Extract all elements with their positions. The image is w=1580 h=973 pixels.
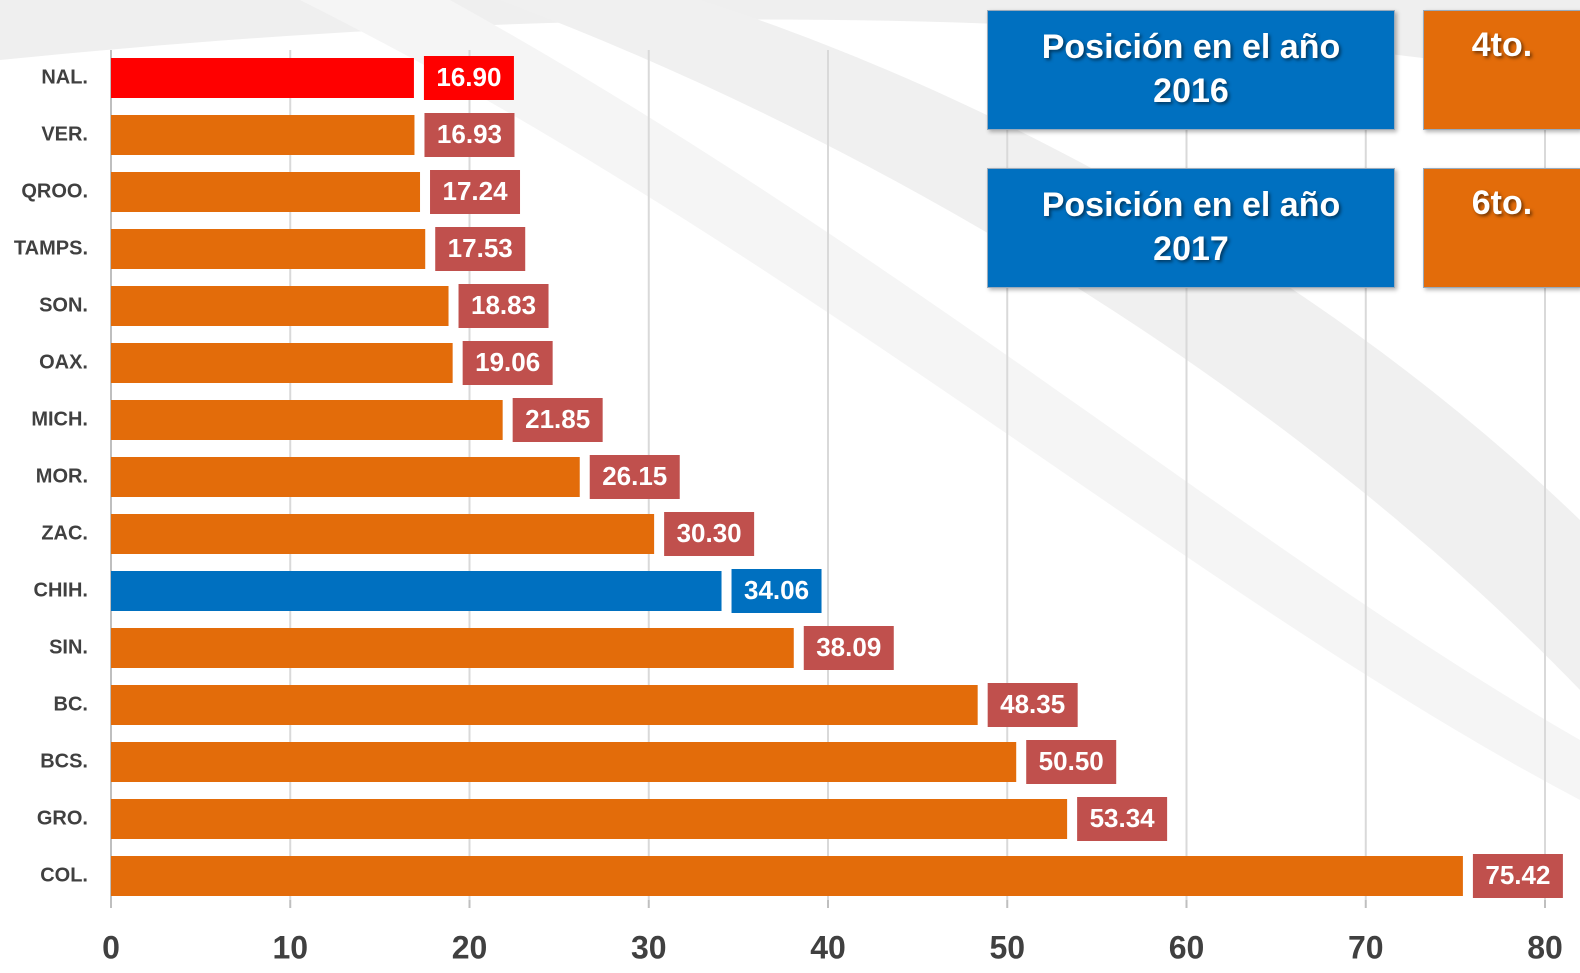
value-label: 50.50 bbox=[1039, 746, 1104, 776]
y-tick-label: MICH. bbox=[31, 408, 88, 430]
bar bbox=[111, 229, 426, 269]
position-rank: 4to. bbox=[1423, 10, 1580, 130]
background-swoosh bbox=[500, 0, 1580, 690]
y-tick-label: VER. bbox=[41, 123, 88, 145]
y-tick-label: NAL. bbox=[41, 66, 88, 88]
bar bbox=[111, 115, 415, 155]
y-tick-label: BC. bbox=[54, 693, 88, 715]
value-label: 38.09 bbox=[816, 632, 881, 662]
bar bbox=[111, 343, 453, 383]
value-label: 17.53 bbox=[448, 233, 513, 263]
y-tick-label: SON. bbox=[39, 294, 88, 316]
value-label-box bbox=[1077, 797, 1168, 841]
position-label: Posición en el año 2016 bbox=[987, 10, 1395, 130]
bar bbox=[111, 799, 1068, 839]
value-label-box bbox=[435, 227, 526, 271]
y-tick-label: BCS. bbox=[40, 750, 88, 772]
value-label: 34.06 bbox=[744, 575, 809, 605]
x-tick-label: 40 bbox=[810, 929, 846, 965]
y-tick-label: GRO. bbox=[37, 807, 88, 829]
y-tick-label: OAX. bbox=[39, 351, 88, 373]
bar bbox=[111, 58, 414, 98]
value-label-box bbox=[458, 284, 549, 328]
value-label: 53.34 bbox=[1090, 803, 1156, 833]
x-tick-label: 0 bbox=[102, 929, 120, 965]
value-label-box bbox=[731, 569, 822, 613]
value-label: 48.35 bbox=[1000, 689, 1065, 719]
y-tick-label: TAMPS. bbox=[14, 237, 88, 259]
value-label: 75.42 bbox=[1485, 860, 1550, 890]
y-tick-label: COL. bbox=[40, 864, 88, 886]
value-label-box bbox=[664, 512, 755, 556]
bar bbox=[111, 856, 1463, 896]
value-label-box bbox=[1472, 854, 1563, 898]
bar bbox=[111, 172, 421, 212]
value-label: 18.83 bbox=[471, 290, 536, 320]
value-label: 16.93 bbox=[437, 119, 502, 149]
value-label: 16.90 bbox=[436, 62, 501, 92]
x-tick-label: 10 bbox=[272, 929, 308, 965]
y-tick-label: CHIH. bbox=[34, 579, 88, 601]
bar bbox=[111, 742, 1017, 782]
x-tick-label: 60 bbox=[1169, 929, 1205, 965]
value-label-box bbox=[1026, 740, 1117, 784]
value-label-box bbox=[424, 113, 515, 157]
value-label-box bbox=[423, 56, 514, 100]
bar bbox=[111, 514, 655, 554]
bar bbox=[111, 685, 978, 725]
bar bbox=[111, 571, 722, 611]
value-label: 21.85 bbox=[525, 404, 590, 434]
bar bbox=[111, 286, 449, 326]
bar bbox=[111, 400, 503, 440]
x-tick-label: 50 bbox=[989, 929, 1025, 965]
value-label-box bbox=[987, 683, 1078, 727]
bar bbox=[111, 457, 580, 497]
x-tick-label: 20 bbox=[452, 929, 488, 965]
value-label-box bbox=[803, 626, 894, 670]
value-label: 17.24 bbox=[442, 176, 508, 206]
x-tick-label: 80 bbox=[1527, 929, 1563, 965]
background-swoosh bbox=[300, 0, 1580, 800]
x-tick-label: 70 bbox=[1348, 929, 1384, 965]
y-tick-label: MOR. bbox=[36, 465, 88, 487]
value-label-box bbox=[512, 398, 603, 442]
value-label-box bbox=[589, 455, 680, 499]
y-tick-label: ZAC. bbox=[41, 522, 88, 544]
x-tick-label: 30 bbox=[631, 929, 667, 965]
y-tick-label: QROO. bbox=[21, 180, 88, 202]
value-label-box bbox=[430, 170, 521, 214]
value-label: 30.30 bbox=[677, 518, 742, 548]
position-rank: 6to. bbox=[1423, 168, 1580, 288]
value-label: 26.15 bbox=[602, 461, 667, 491]
position-label: Posición en el año 2017 bbox=[987, 168, 1395, 288]
value-label: 19.06 bbox=[475, 347, 540, 377]
bar bbox=[111, 628, 794, 668]
value-label-box bbox=[462, 341, 553, 385]
y-tick-label: SIN. bbox=[49, 636, 88, 658]
